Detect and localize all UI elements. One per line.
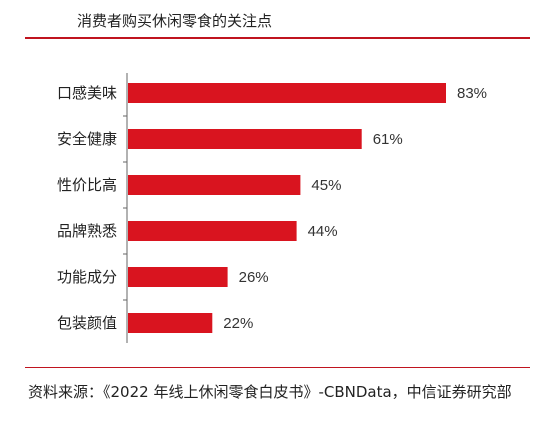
category-label: 安全健康	[57, 130, 117, 148]
bar	[128, 267, 228, 287]
data-label: 61%	[373, 131, 403, 148]
bar	[128, 313, 213, 333]
data-label: 83%	[457, 85, 487, 102]
category-label: 包装颜值	[57, 314, 117, 332]
bar	[128, 83, 446, 103]
chart-title: 消费者购买休闲零食的关注点	[77, 12, 273, 30]
category-label: 品牌熟悉	[57, 222, 117, 240]
bottom-divider	[25, 367, 530, 368]
category-label: 口感美味	[57, 84, 117, 102]
data-label: 26%	[239, 269, 269, 286]
bar	[128, 129, 362, 149]
category-label: 性价比高	[57, 176, 117, 194]
bar	[128, 175, 301, 195]
top-divider	[25, 37, 530, 39]
data-label: 44%	[308, 223, 338, 240]
category-label: 功能成分	[57, 268, 117, 286]
data-label: 45%	[311, 177, 341, 194]
source-note: 资料来源：《2022 年线上休闲零食白皮书》-CBNData，中信证券研究部	[28, 383, 512, 401]
data-label: 22%	[223, 315, 253, 332]
bar	[128, 221, 297, 241]
